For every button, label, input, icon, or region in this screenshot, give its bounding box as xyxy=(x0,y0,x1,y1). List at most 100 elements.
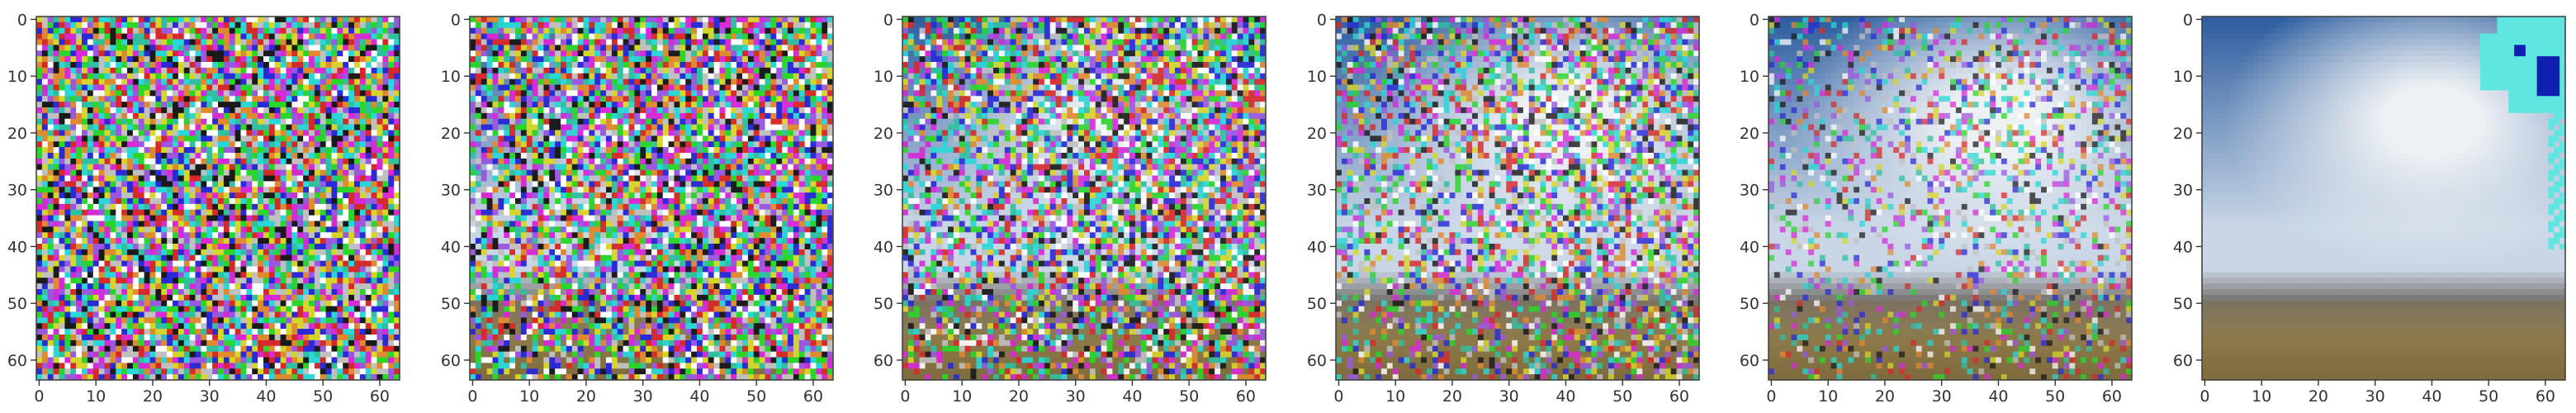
y-tick-label: 40 xyxy=(2173,238,2193,256)
x-tick-label: 60 xyxy=(1669,387,1689,406)
y-tick-label: 20 xyxy=(1740,125,1759,143)
x-tick-label: 0 xyxy=(1333,387,1343,406)
y-tick-label: 60 xyxy=(7,352,27,370)
x-tick-label: 20 xyxy=(143,387,163,406)
y-tick-label: 40 xyxy=(1740,238,1759,256)
x-tick-label: 20 xyxy=(2308,387,2328,406)
y-tick-label: 30 xyxy=(2173,182,2193,200)
x-tick-label: 20 xyxy=(1875,387,1895,406)
x-tick-label: 10 xyxy=(1818,387,1838,406)
y-tick-label: 50 xyxy=(874,295,893,313)
y-tick-label: 0 xyxy=(17,11,27,29)
x-tick-label: 0 xyxy=(34,387,44,406)
axes-frame xyxy=(1768,16,2133,381)
y-tick-label: 50 xyxy=(1740,295,1759,313)
x-tick-label: 0 xyxy=(900,387,910,406)
panel-5: 0 10 20 30 40 50 60 0 10 20 30 40 50 60 xyxy=(1740,11,2133,406)
panel-1: 0 10 20 30 40 50 60 0 10 20 30 40 50 60 xyxy=(7,11,400,406)
axes-frame xyxy=(36,16,400,381)
axes-frame xyxy=(2201,16,2566,381)
x-tick-label: 30 xyxy=(1066,387,1086,406)
x-tick-label: 10 xyxy=(952,387,972,406)
x-tick-label: 10 xyxy=(1385,387,1405,406)
y-tick-label: 0 xyxy=(2183,11,2193,29)
x-tick-label: 40 xyxy=(2422,387,2441,406)
panel-image xyxy=(470,17,834,381)
y-tick-label: 60 xyxy=(441,352,461,370)
x-tick-label: 20 xyxy=(1009,387,1029,406)
y-tick-label: 20 xyxy=(441,125,461,143)
panel-image xyxy=(1769,17,2133,381)
y-tick-label: 30 xyxy=(441,182,461,200)
x-tick-label: 50 xyxy=(2045,387,2065,406)
y-tick-label: 20 xyxy=(7,125,27,143)
y-tick-label: 30 xyxy=(874,182,893,200)
y-tick-label: 10 xyxy=(441,68,461,86)
axes-frame xyxy=(469,16,834,381)
x-tick-label: 0 xyxy=(1766,387,1776,406)
x-tick-label: 40 xyxy=(1122,387,1142,406)
x-tick-label: 40 xyxy=(689,387,709,406)
x-tick-label: 50 xyxy=(746,387,766,406)
x-tick-label: 60 xyxy=(370,387,390,406)
x-tick-label: 60 xyxy=(1236,387,1256,406)
x-tick-label: 60 xyxy=(2536,387,2555,406)
x-tick-label: 0 xyxy=(2200,387,2209,406)
panel-image xyxy=(36,17,400,381)
panel-6: 0 10 20 30 40 50 60 0 10 20 30 40 50 60 xyxy=(2173,11,2566,406)
y-tick-label: 50 xyxy=(7,295,27,313)
x-tick-label: 0 xyxy=(467,387,477,406)
x-tick-label: 10 xyxy=(86,387,106,406)
y-tick-label: 40 xyxy=(1307,238,1327,256)
y-tick-label: 40 xyxy=(7,238,27,256)
y-tick-label: 0 xyxy=(1750,11,1759,29)
x-tick-label: 10 xyxy=(519,387,539,406)
x-tick-label: 20 xyxy=(576,387,596,406)
y-tick-label: 20 xyxy=(1307,125,1327,143)
x-tick-label: 30 xyxy=(633,387,653,406)
y-tick-label: 10 xyxy=(7,68,27,86)
x-tick-label: 30 xyxy=(200,387,220,406)
y-tick-label: 10 xyxy=(874,68,893,86)
axes-frame xyxy=(1335,16,1700,381)
y-tick-label: 10 xyxy=(1740,68,1759,86)
x-tick-label: 20 xyxy=(1442,387,1462,406)
x-tick-label: 30 xyxy=(2365,387,2385,406)
x-tick-label: 50 xyxy=(2479,387,2498,406)
x-tick-label: 40 xyxy=(1988,387,2008,406)
y-tick-label: 20 xyxy=(2173,125,2193,143)
x-tick-label: 50 xyxy=(1179,387,1199,406)
y-tick-label: 30 xyxy=(7,182,27,200)
panel-image xyxy=(2202,17,2566,381)
y-tick-label: 50 xyxy=(2173,295,2193,313)
x-tick-label: 40 xyxy=(256,387,276,406)
y-tick-label: 10 xyxy=(1307,68,1327,86)
y-tick-label: 60 xyxy=(1307,352,1327,370)
y-tick-label: 20 xyxy=(874,125,893,143)
y-tick-label: 40 xyxy=(441,238,461,256)
panel-image xyxy=(902,17,1267,381)
x-tick-label: 50 xyxy=(313,387,333,406)
y-tick-label: 60 xyxy=(874,352,893,370)
x-tick-label: 10 xyxy=(2252,387,2271,406)
x-tick-label: 40 xyxy=(1556,387,1575,406)
y-tick-label: 0 xyxy=(883,11,893,29)
panel-image xyxy=(1336,17,1700,381)
y-tick-label: 60 xyxy=(2173,352,2193,370)
x-tick-label: 30 xyxy=(1499,387,1519,406)
y-tick-label: 50 xyxy=(441,295,461,313)
panel-4: 0 10 20 30 40 50 60 0 10 20 30 40 50 60 xyxy=(1307,11,1700,406)
x-tick-label: 50 xyxy=(1612,387,1632,406)
panel-2: 0 10 20 30 40 50 60 0 10 20 30 40 50 60 xyxy=(441,11,834,406)
panel-3: 0 10 20 30 40 50 60 0 10 20 30 40 50 60 xyxy=(874,11,1267,406)
y-tick-label: 60 xyxy=(1740,352,1759,370)
y-tick-label: 30 xyxy=(1740,182,1759,200)
y-tick-label: 50 xyxy=(1307,295,1327,313)
x-tick-label: 60 xyxy=(2102,387,2122,406)
y-tick-label: 10 xyxy=(2173,68,2193,86)
x-tick-label: 30 xyxy=(1932,387,1952,406)
x-tick-label: 60 xyxy=(803,387,823,406)
y-tick-label: 0 xyxy=(1317,11,1327,29)
